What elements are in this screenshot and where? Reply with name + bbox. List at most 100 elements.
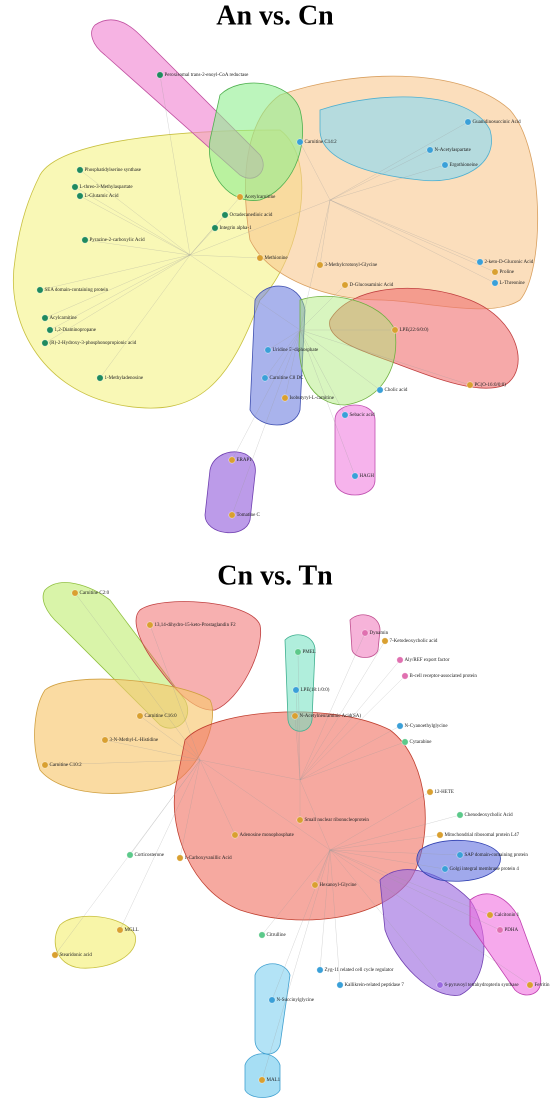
node [341,411,349,419]
node [258,931,266,939]
edge [199,759,236,836]
cluster [379,869,485,996]
cluster [469,893,542,996]
node-label: Hexanoyl-Glycine [320,883,358,888]
edge [189,227,216,256]
node-label: MAL1 [267,1078,281,1083]
node-label: Small nuclear ribonucleoprotein [305,818,370,823]
node [51,951,59,959]
edge [99,254,191,379]
node-label: SEA domain-containing protein [45,288,109,293]
edge [329,199,496,273]
node-label: Adenosine monophosphate [240,833,295,838]
node [41,314,49,322]
node [258,1076,266,1084]
edge [44,759,201,766]
node-label: 3-N-Methyl-L-Histidine [110,738,159,743]
node [426,146,434,154]
edge [44,254,191,344]
edge [297,651,301,781]
edge [231,329,301,516]
edge [329,849,341,986]
edge [329,814,461,851]
edge [189,199,331,256]
edge [39,254,191,291]
edge [74,592,201,761]
edge [299,675,406,781]
edge [267,329,301,351]
node-label: 12-HETE [435,790,454,795]
node-label: (R)-2-Hydroxy-3-phosphonopropionic acid [50,341,137,346]
edge [199,759,331,851]
edge [299,779,331,851]
node [361,629,369,637]
edge [299,329,356,477]
node [376,386,384,394]
node [426,788,434,796]
edge [104,739,201,761]
node [491,268,499,276]
node [268,996,276,1004]
edge [299,659,401,781]
cluster [54,915,136,969]
node-label: Proline [500,270,515,275]
node-label: Isobutyryl-L-carnitine [290,396,335,401]
node [316,966,324,974]
node [96,374,104,382]
node [436,831,444,839]
node-label: Tomatine C [237,513,261,518]
node-label: Kallikrein-related peptidase 7 [345,983,405,988]
panel-title: An vs. Cn [216,0,334,31]
node [496,926,504,934]
node [101,736,109,744]
node-label: ERAP1 [237,458,253,463]
edge [284,329,301,399]
edge [199,759,301,781]
node-label: Acylcarnitine [50,316,78,321]
node-label: Aly/REF export factor [405,658,450,663]
node-label: 3-Methylcrotonyl-Glycine [325,263,379,268]
node-label: Phosphatidylserine synthase [85,168,142,173]
edge [299,725,401,781]
node-label: Peroxisomal trans-2-enoyl-CoA reductase [165,73,250,78]
node [221,211,229,219]
edge [264,329,301,379]
node [76,166,84,174]
node-label: Chenodeoxycholic Acid [465,813,514,818]
node-label: MGLL [125,928,139,933]
node-label: LPE(22:6/0:0) [400,328,429,333]
node [136,712,144,720]
node [36,286,44,294]
node [291,712,299,720]
node-label: N-Acetylneuraminic Acid(SA) [300,714,362,719]
node-label: Ferritin [535,983,550,988]
edge [79,169,191,256]
edge [74,186,191,256]
node [156,71,164,79]
node-label: Sebacic acid [350,413,376,418]
edge [261,849,331,936]
node-label: Corticosterone [135,853,165,858]
edge [329,121,469,201]
node [476,258,484,266]
edge [329,199,496,284]
edge [329,849,441,986]
edges [39,74,531,1081]
node [296,138,304,146]
node [341,281,349,289]
edge [329,849,531,986]
node [264,346,272,354]
node-label: Carnitine C10:2 [50,763,83,768]
edge [329,849,501,931]
node-label: Pyrazine-2-carboxylic Acid [90,238,146,243]
node-label: 6-pyruvoyl tetrahydropterin synthase [445,983,520,988]
node [456,811,464,819]
node-label: Stearidonic acid [60,953,93,958]
node [526,981,534,989]
node [296,816,304,824]
edge [189,254,261,259]
node-label: Carnitine C16:0 [145,714,178,719]
edge [231,329,301,461]
edge [299,329,471,386]
cluster [284,634,316,732]
